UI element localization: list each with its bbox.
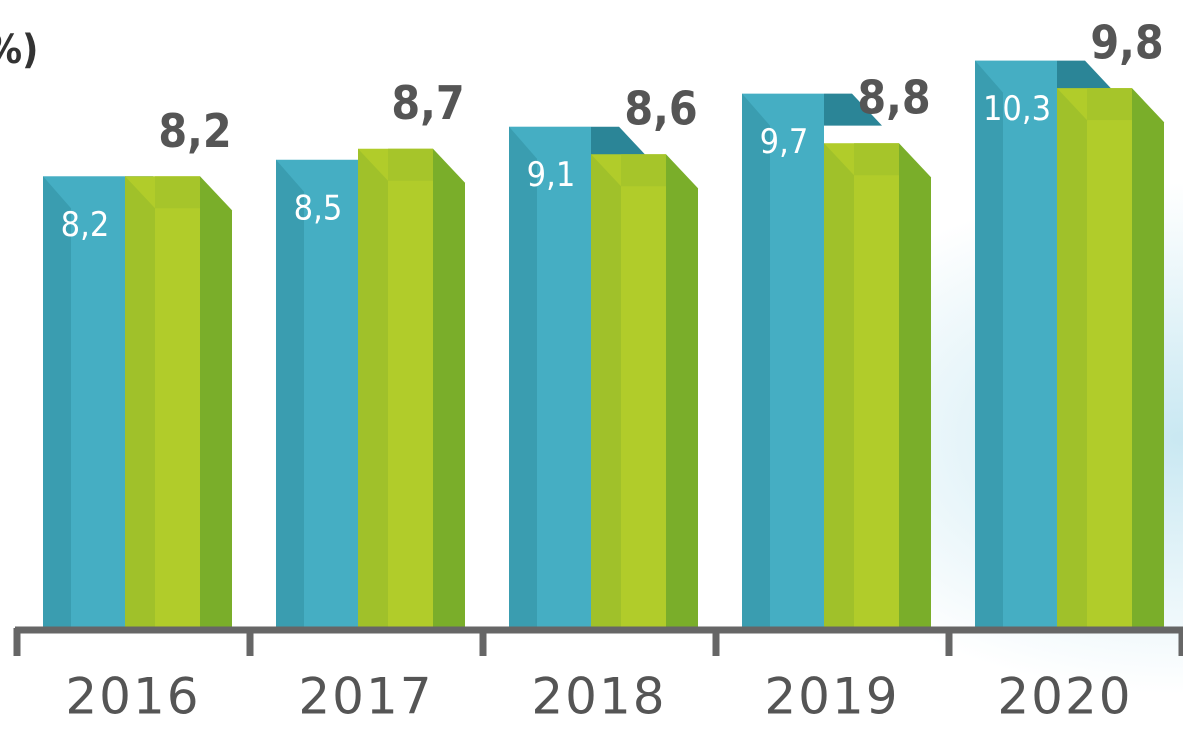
- x-tick-label: 2019: [764, 668, 899, 726]
- bar-side: [1132, 88, 1164, 628]
- bar-side: [899, 143, 931, 628]
- bar-top-side: [591, 126, 649, 159]
- bar-shade: [125, 176, 155, 628]
- bar-top: [155, 176, 200, 209]
- bar-top: [854, 143, 899, 176]
- value-label: 8,2: [158, 104, 231, 158]
- chart-title: %): [0, 27, 39, 73]
- bar-shade: [43, 176, 71, 628]
- bar-top-side: [1057, 60, 1115, 93]
- value-label: 9,8: [1090, 16, 1163, 70]
- bar-shade: [742, 93, 770, 629]
- bar-shade: [358, 148, 388, 628]
- value-label: 8,8: [857, 71, 930, 125]
- value-label: 8,5: [294, 188, 343, 228]
- value-label: 10,3: [983, 89, 1051, 129]
- bar-top: [1087, 88, 1132, 121]
- bar-top: [621, 154, 666, 187]
- bar-shade: [509, 126, 537, 628]
- x-tick-label: 2016: [65, 668, 200, 726]
- bar-side: [666, 154, 698, 629]
- bar-top-side: [824, 93, 882, 126]
- bar-shade: [975, 60, 1003, 628]
- value-label: 8,7: [391, 76, 464, 130]
- value-label: 9,7: [760, 122, 809, 162]
- x-tick-label: 2018: [531, 668, 666, 726]
- value-label: 8,6: [624, 82, 697, 136]
- bar-shade: [276, 159, 304, 628]
- bar-side: [200, 176, 232, 628]
- x-tick-label: 2020: [997, 668, 1132, 726]
- value-label: 8,2: [61, 205, 110, 245]
- bar-side: [433, 148, 465, 628]
- bar-shade: [591, 154, 621, 629]
- bar-shade: [1057, 88, 1087, 628]
- x-tick-label: 2017: [298, 668, 433, 726]
- bar-top: [388, 148, 433, 181]
- bar-shade: [824, 143, 854, 628]
- value-label: 9,1: [527, 155, 576, 195]
